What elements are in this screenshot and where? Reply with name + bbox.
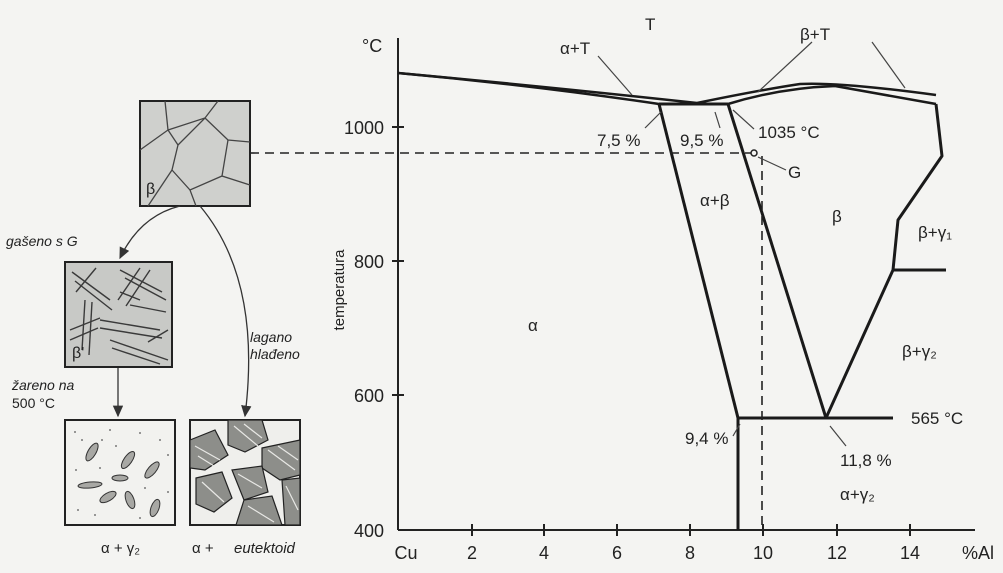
beta-boundary-line [726, 103, 828, 419]
quenched-box-label: β' [72, 345, 84, 362]
slow-process-label-2: hlađeno [250, 346, 300, 362]
x-tick-label: 12 [827, 543, 847, 563]
y-tick-label: 800 [354, 252, 384, 272]
point-g-label: G [788, 163, 801, 182]
x-tick-label: 2 [467, 543, 477, 563]
x-tick-label: 8 [685, 543, 695, 563]
annealed-process-temperature: 500 °C [12, 395, 55, 411]
slow-box-caption-alpha: α + [192, 540, 214, 557]
region-alpha-liquid-label: α+T [560, 39, 590, 58]
dashed-guides [250, 152, 763, 530]
eutectoid-temperature-label: 565 °C [911, 409, 963, 428]
composition-label: 11,8 % [840, 451, 892, 470]
region-labels: T α+T β+T α α+β β β+γ₁ β+γ₂ α+γ₂ [528, 15, 952, 504]
diagram-axes [392, 38, 975, 536]
region-beta-liquid-label: β+T [800, 25, 830, 44]
quenched-microstructure-box: β' [64, 261, 173, 368]
annealed-process-label: žareno na [11, 377, 74, 393]
region-alpha-gamma2-label: α+γ₂ [840, 485, 875, 504]
leader-lines [597, 41, 906, 447]
region-beta-gamma1-label: β+γ₁ [918, 223, 952, 242]
slow-cooled-microstructure-box: α + eutektoid [189, 419, 301, 557]
region-alpha-beta-label: α+β [700, 191, 730, 210]
peritectic-temperature-label: 1035 °C [758, 123, 820, 142]
composition-label: 9,4 % [685, 429, 728, 448]
solidus-line [397, 71, 937, 106]
phase-boundaries [397, 71, 946, 530]
composition-label: 7,5 % [597, 131, 640, 150]
beta-microstructure-box: β [139, 100, 251, 207]
region-beta-label: β [832, 207, 842, 226]
quenched-process-label: gašeno s G [6, 233, 78, 249]
slow-process-label-1: lagano [250, 329, 292, 345]
x-tick-label: 6 [612, 543, 622, 563]
y-tick-label: 600 [354, 386, 384, 406]
x-tick-label: 14 [900, 543, 920, 563]
region-alpha-label: α [528, 316, 538, 335]
y-tick-label: 1000 [344, 118, 384, 138]
beta-box-label: β [146, 181, 155, 198]
beta-gamma-boundary-line [824, 103, 944, 419]
point-g-marker [750, 149, 758, 157]
x-tick-label: 10 [753, 543, 773, 563]
region-beta-gamma2-label: β+γ₂ [902, 342, 937, 361]
liquidus-line [397, 71, 937, 105]
slow-cool-arrow [199, 205, 252, 418]
x-axis-unit: %Al [962, 543, 994, 563]
composition-label: 9,5 % [680, 131, 723, 150]
annealed-microstructure-box: α + γ₂ [64, 419, 176, 557]
slow-box-caption-eutectoid: eutektoid [234, 540, 296, 557]
annotations: 7,5 % 9,5 % 1035 °C G 9,4 % 11,8 % 565 °… [597, 123, 963, 470]
region-liquid-label: T [645, 15, 655, 34]
quench-arrow [119, 205, 181, 260]
annealed-box-caption: α + γ₂ [101, 540, 140, 557]
y-axis-unit: °C [362, 36, 382, 56]
y-axis-title: temperatura [331, 249, 348, 331]
x-tick-label: Cu [394, 543, 417, 563]
x-axis-labels: Cu 2 4 6 8 10 12 14 %Al [394, 543, 994, 563]
y-axis-labels: °C 1000 800 600 400 temperatura [331, 36, 384, 541]
process-arrows [112, 205, 252, 418]
x-tick-label: 4 [539, 543, 549, 563]
y-tick-label: 400 [354, 521, 384, 541]
process-labels: gašeno s G žareno na 500 °C lagano hlađe… [6, 233, 300, 411]
alpha-boundary-line [657, 103, 740, 419]
